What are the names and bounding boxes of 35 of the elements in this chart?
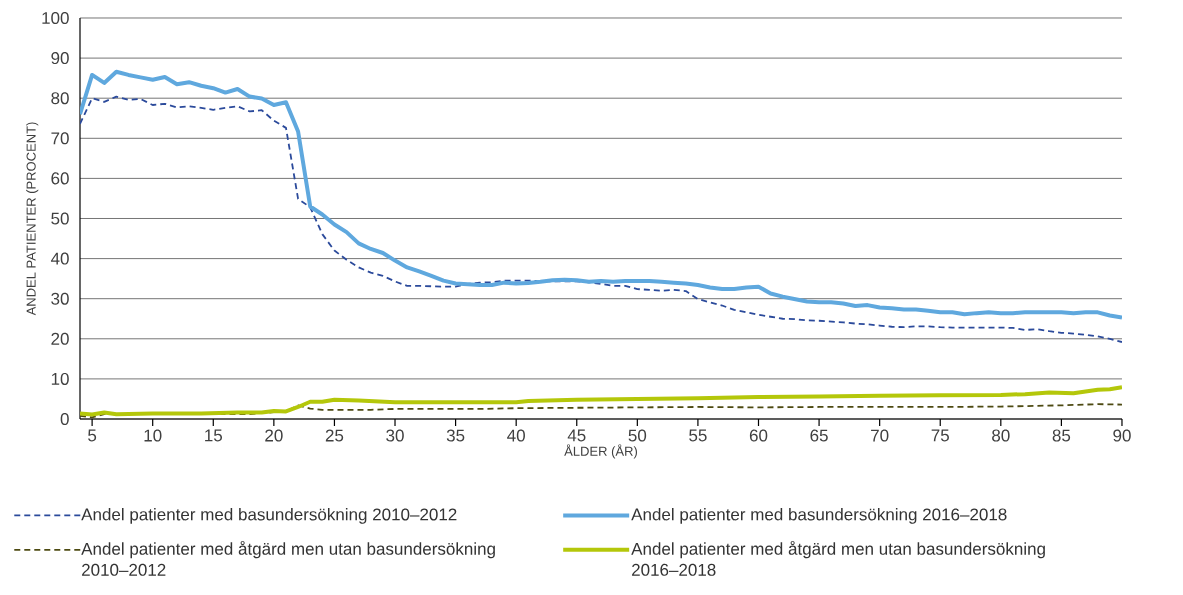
x-tick-label: 35	[446, 429, 465, 442]
x-tick-label: 60	[749, 429, 768, 442]
y-tick-label: 40	[50, 252, 69, 265]
x-tick-label: 85	[1052, 429, 1071, 442]
y-tick-label: 90	[51, 52, 69, 65]
x-tick-label: 10	[144, 429, 162, 442]
y-tick-label: 80	[51, 92, 69, 105]
y-tick-label: 10	[51, 372, 69, 385]
legend-label: Andel patienter med åtgärd men utan basundersökning 2016–2018	[631, 540, 1045, 576]
x-tick-label: 75	[931, 429, 949, 442]
x-tick-label: 70	[871, 429, 889, 442]
x-axis-title: ÅLDER (ÅR)	[564, 444, 637, 459]
y-tick-label: 70	[51, 132, 69, 145]
x-tick-label: 30	[386, 429, 404, 442]
x-tick-label: 20	[265, 429, 283, 442]
x-tick-label: 90	[1113, 429, 1131, 442]
x-tick-label: 40	[507, 429, 525, 442]
y-axis-title: ANDEL PATIENTER (PROCENT)	[26, 122, 39, 316]
legend-label: Andel patienter med basundersökning 2010–2012	[81, 507, 457, 524]
x-tick-label: 55	[689, 429, 707, 442]
y-tick-label: 100	[42, 11, 69, 25]
x-tick-label: 5	[88, 429, 97, 442]
y-tick-label: 50	[51, 212, 69, 225]
x-tick-label: 25	[325, 429, 344, 442]
y-tick-label: 30	[51, 292, 69, 305]
x-tick-label: 15	[205, 429, 223, 442]
x-tick-label: 65	[810, 429, 828, 442]
y-tick-label: 20	[51, 332, 69, 345]
y-tick-label: 60	[51, 172, 69, 185]
x-tick-label: 50	[628, 429, 647, 442]
legend-label: Andel patienter med åtgärd men utan basundersökning 2010–2012	[81, 540, 495, 576]
y-tick-label: 0	[60, 412, 69, 426]
x-tick-label: 45	[567, 429, 586, 442]
x-tick-label: 80	[992, 429, 1010, 442]
legend-label: Andel patienter med basundersökning 2016–2018	[631, 507, 1007, 524]
